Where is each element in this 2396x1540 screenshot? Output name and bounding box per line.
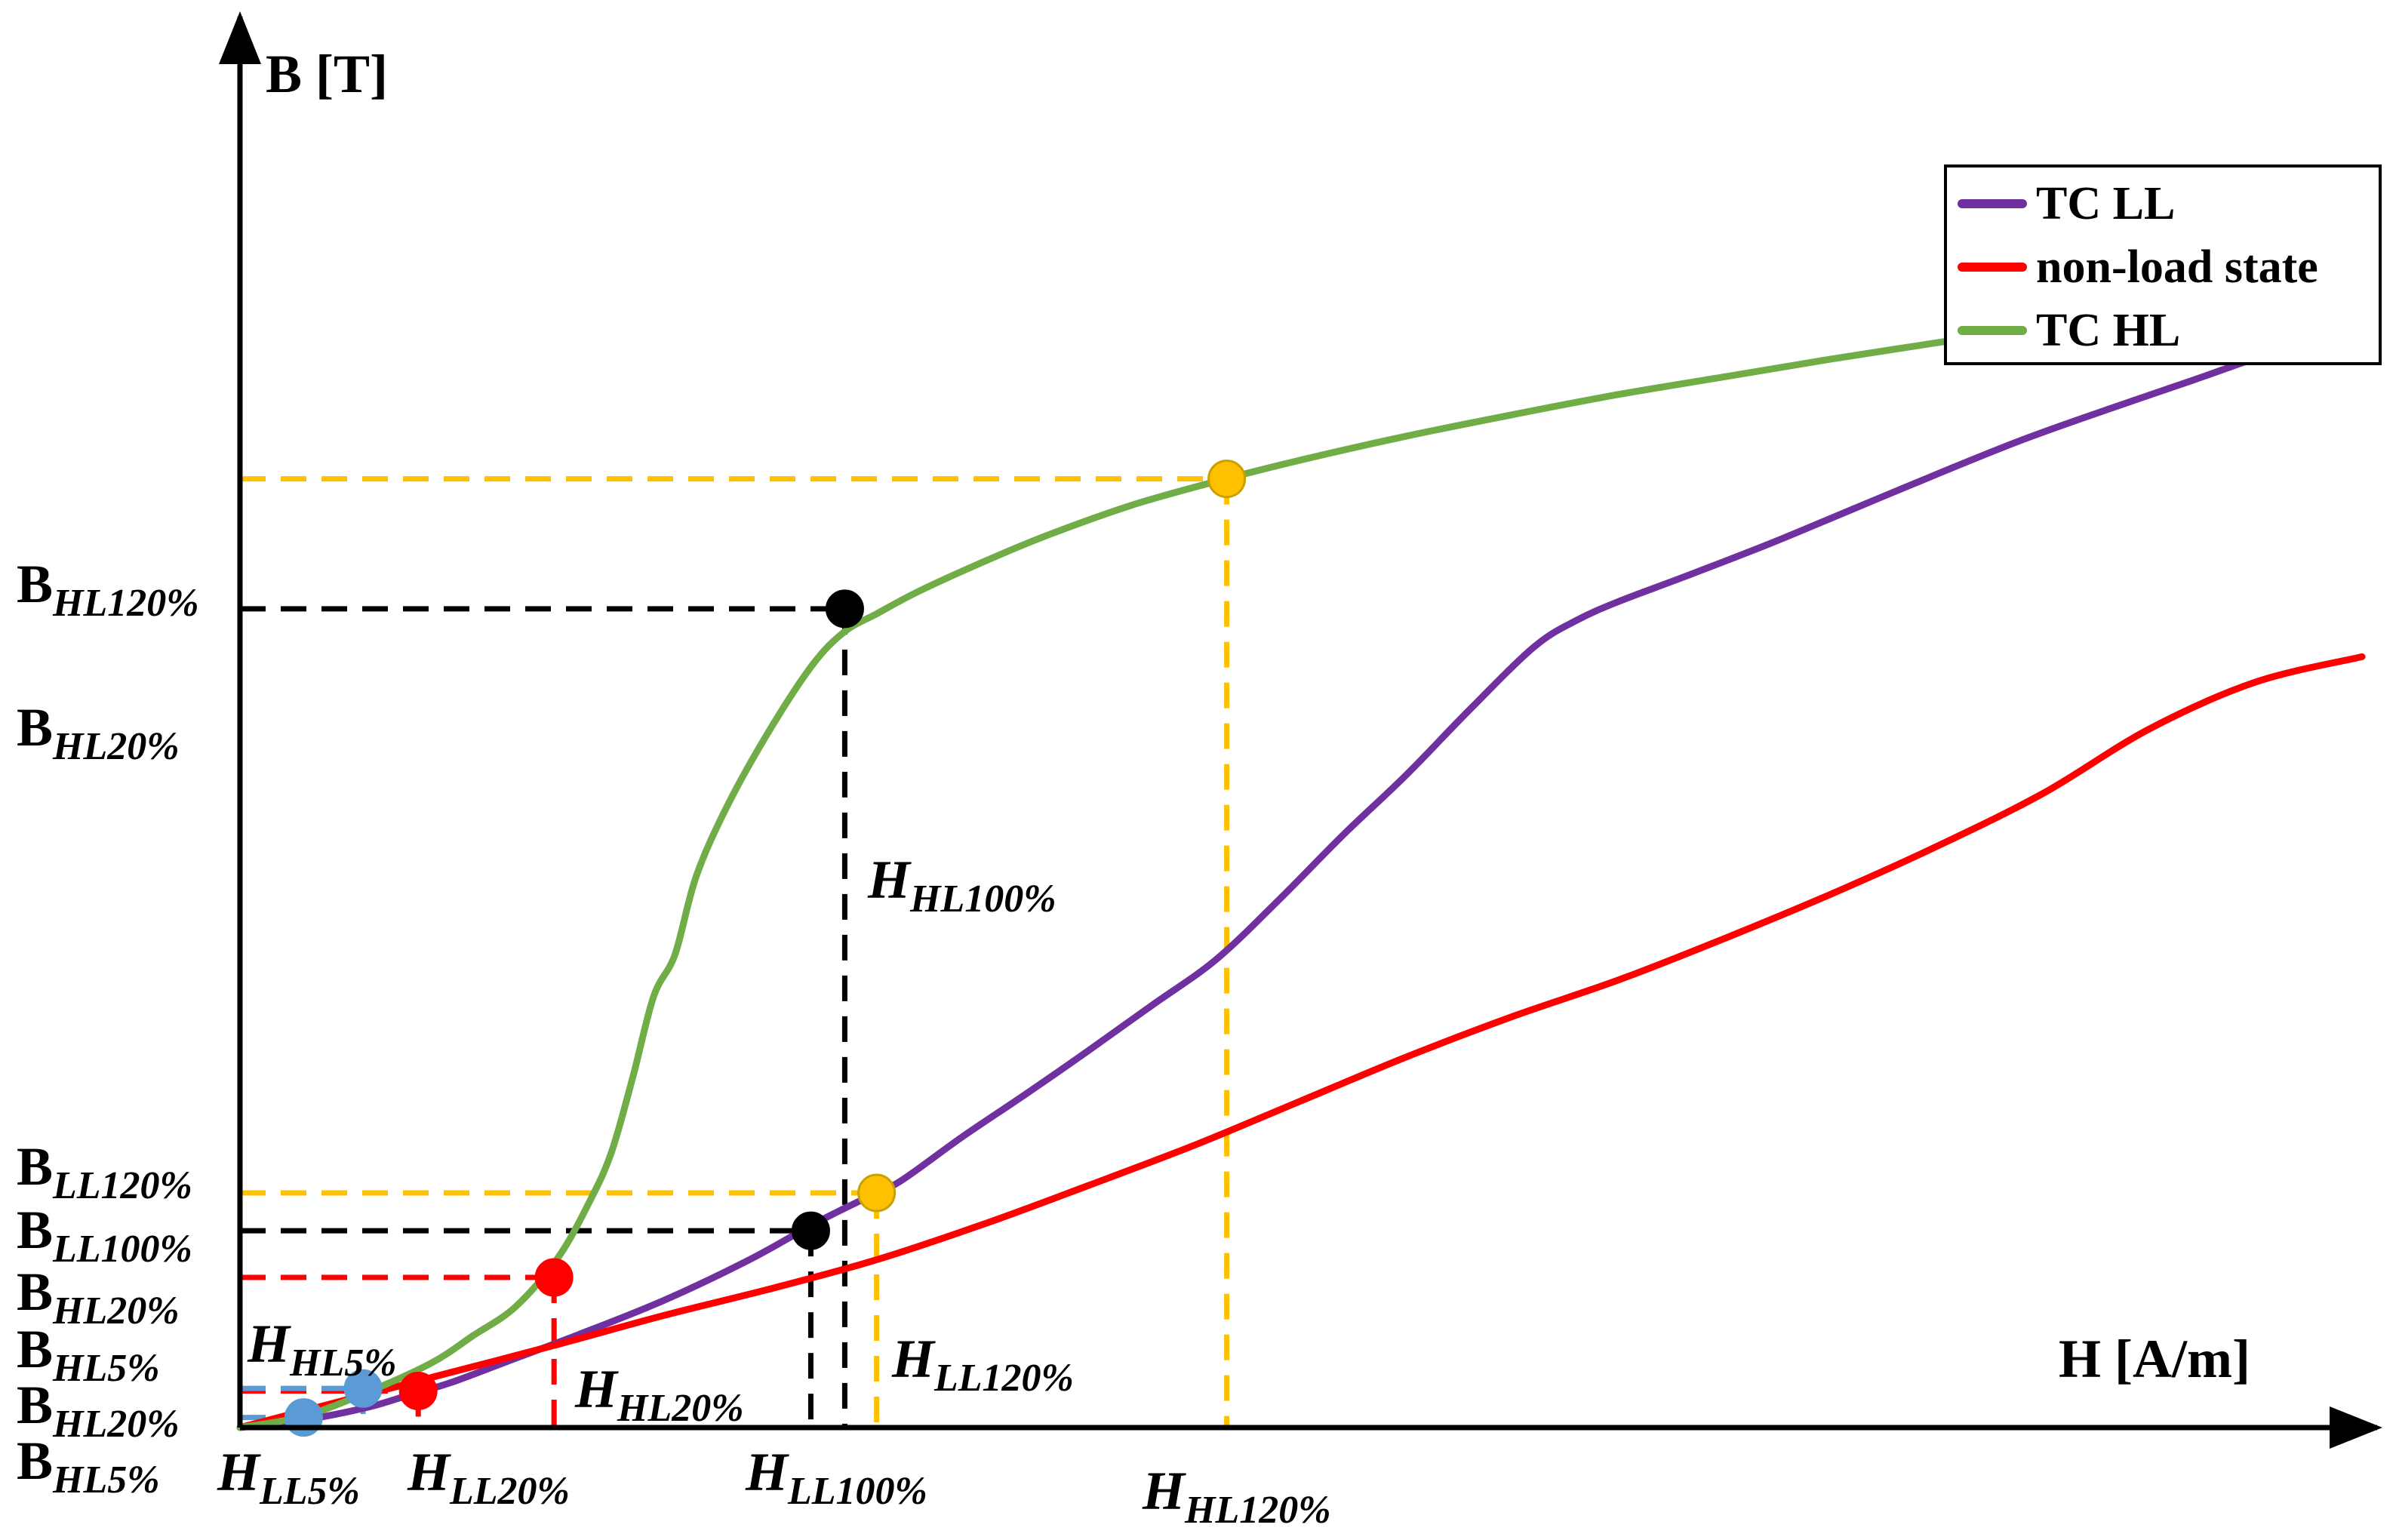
h-label: HLL5% [217, 1442, 360, 1514]
b-tick-label: BLL100% [17, 1200, 192, 1271]
b-tick-label: BHL20% [17, 697, 180, 769]
b-tick-label: BHL5% [17, 1431, 160, 1502]
legend-label: non-load state [2036, 241, 2318, 293]
data-point-hl-5- [343, 1369, 383, 1408]
h-label: HHL120% [1143, 1461, 1331, 1532]
legend-swatch-tc-hl [1958, 326, 2027, 335]
legend-label: TC HL [2036, 304, 2181, 356]
b-tick-label: BHL5% [17, 1319, 160, 1391]
h-label: HLL120% [892, 1329, 1074, 1400]
data-point-ll-120- [857, 1173, 897, 1213]
x-axis-title: H [A/m] [2059, 1329, 2250, 1389]
legend-item: TC LL [1958, 174, 2175, 234]
h-label: HLL20% [408, 1442, 570, 1514]
legend-swatch-tc-ll [1958, 199, 2027, 208]
data-point-hl-100- [825, 589, 864, 629]
legend-item: non-load state [1958, 237, 2318, 297]
series-line-non-load-state [236, 653, 2366, 1431]
data-point-hl-20-non-load- [534, 1258, 574, 1297]
legend: TC LL non-load state TC HL [1944, 164, 2382, 365]
legend-swatch-non-load [1958, 263, 2027, 272]
data-point-ll-20- [398, 1372, 438, 1411]
h-label: HHL100% [868, 850, 1057, 921]
legend-item: TC HL [1958, 300, 2180, 361]
y-axis-title: B [T] [266, 44, 388, 104]
data-point-ll-100- [791, 1211, 830, 1250]
b-tick-label: BHL120% [17, 554, 199, 626]
legend-label: TC LL [2036, 177, 2176, 229]
b-tick-label: BHL20% [17, 1262, 180, 1333]
h-label: HHL20% [575, 1359, 744, 1431]
h-label: HHL5% [248, 1314, 397, 1385]
b-tick-label: BLL120% [17, 1136, 192, 1208]
series-line-tc-hl [236, 277, 2366, 1431]
h-label: HLL100% [746, 1442, 927, 1514]
data-point-hl-120- [1207, 460, 1247, 499]
series-line-tc-ll [236, 327, 2366, 1431]
b-tick-label: BHL20% [17, 1375, 180, 1446]
